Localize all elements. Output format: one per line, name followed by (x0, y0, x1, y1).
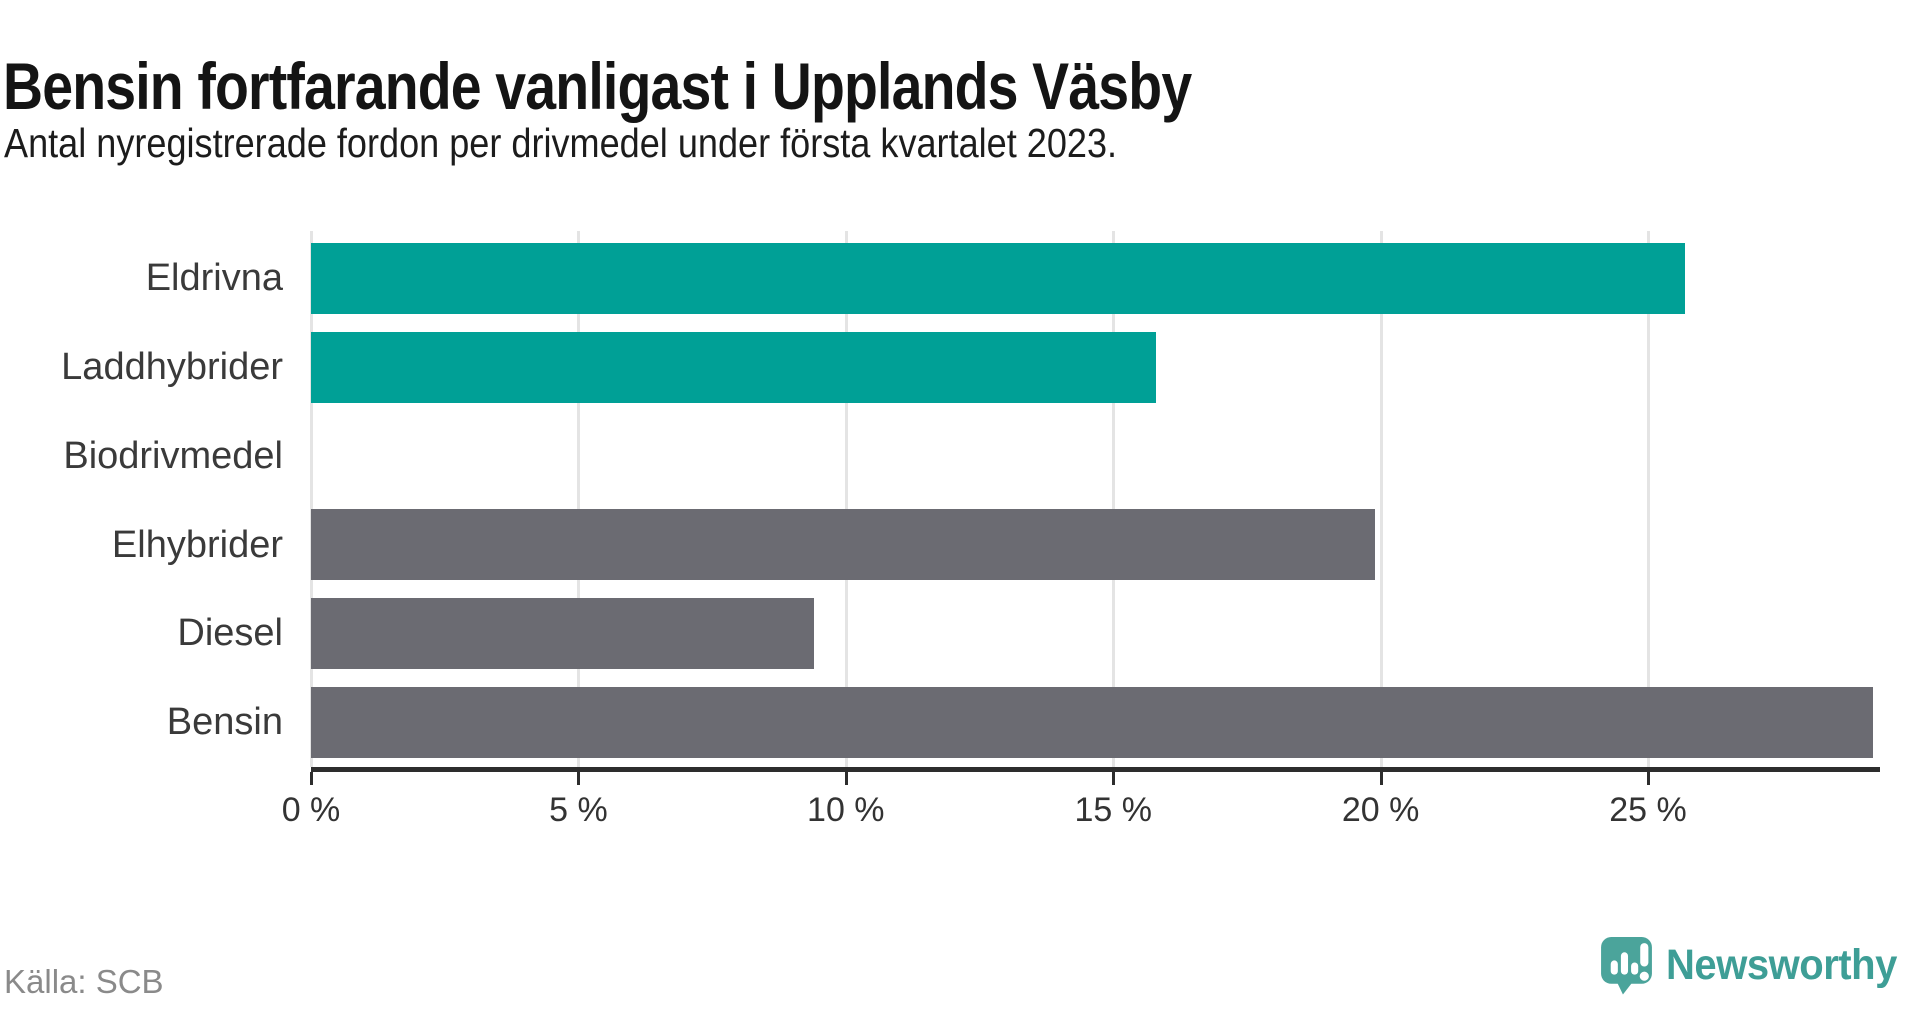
x-axis-tick-10 (844, 772, 848, 785)
x-axis-tick-label: 10 % (807, 791, 885, 829)
category-label-bensin: Bensin (166, 701, 283, 744)
chart-subtitle: Antal nyregistrerade fordon per drivmede… (4, 120, 1118, 166)
gridline-0 (310, 231, 313, 767)
bar-chart-plot-area (310, 231, 1878, 767)
x-axis-tick-5 (577, 772, 581, 785)
x-axis-tick-label: 0 % (281, 791, 341, 829)
gridline-20 (1379, 231, 1383, 767)
gridline-10 (844, 231, 848, 767)
bar-elhybrider (311, 509, 1376, 581)
category-label-elhybrider: Elhybrider (111, 523, 283, 566)
category-label-diesel: Diesel (177, 612, 283, 655)
category-label-laddhybrider: Laddhybrider (61, 345, 283, 388)
x-axis-tick-label: 25 % (1609, 791, 1687, 829)
bar-bensin (311, 687, 1873, 759)
gridline-25 (1647, 231, 1651, 767)
x-axis-tick-0 (310, 772, 313, 785)
bar-eldrivna (311, 242, 1686, 314)
newsworthy-logo-text: Newsworthy (1665, 941, 1897, 989)
source-note: Källa: SCB (4, 963, 164, 1000)
x-axis-tick-15 (1112, 772, 1116, 785)
newsworthy-logo-icon (1600, 936, 1653, 995)
x-axis-tick-20 (1379, 772, 1383, 785)
bar-diesel (311, 598, 814, 670)
x-axis-line (311, 767, 1880, 772)
gridline-5 (577, 231, 581, 767)
bar-laddhybrider (311, 331, 1156, 403)
category-label-biodrivmedel: Biodrivmedel (63, 434, 283, 477)
category-label-eldrivna: Eldrivna (145, 257, 283, 299)
x-axis-tick-25 (1647, 772, 1651, 785)
x-axis-tick-label: 5 % (549, 791, 608, 829)
gridline-15 (1112, 231, 1116, 767)
x-axis-tick-label: 15 % (1074, 791, 1152, 829)
chart-title: Bensin fortfarande vanligast i Upplands … (3, 49, 1192, 124)
x-axis-tick-label: 20 % (1341, 791, 1420, 829)
newsworthy-logo: Newsworthy (1600, 936, 1914, 995)
